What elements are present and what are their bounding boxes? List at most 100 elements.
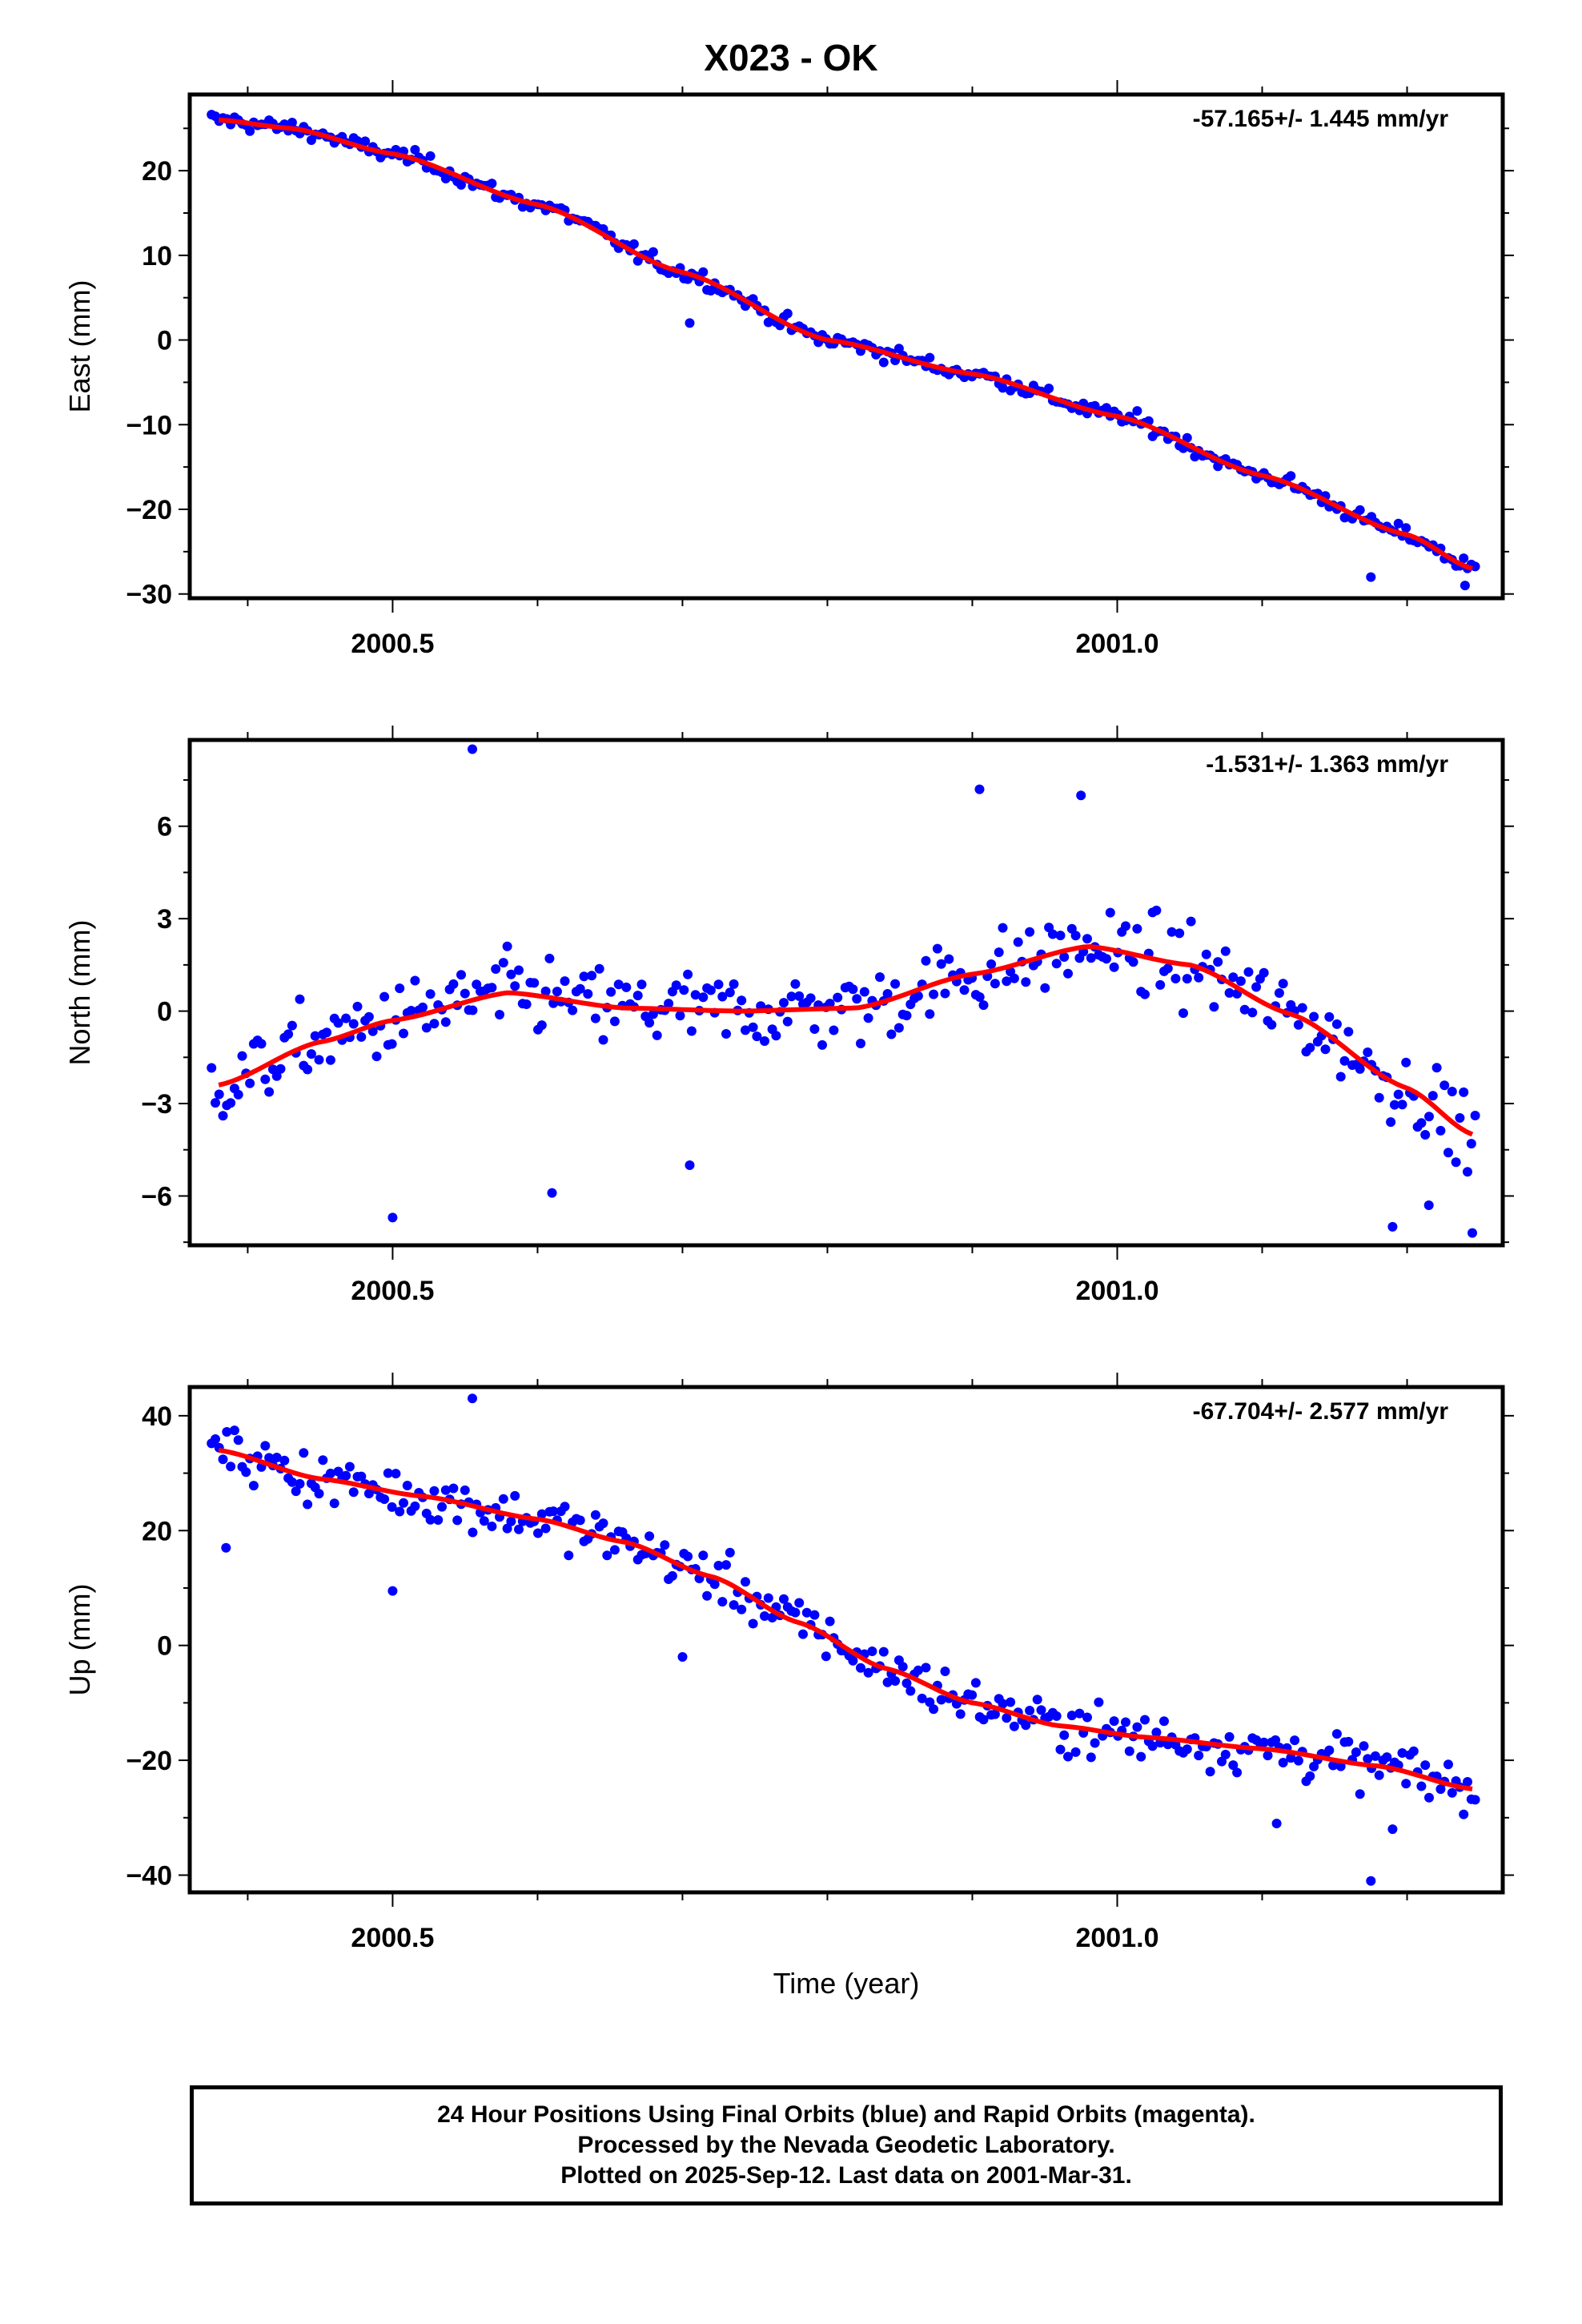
data-point (218, 1111, 228, 1121)
data-point (448, 979, 459, 989)
data-point (1420, 1760, 1431, 1771)
data-point (271, 1453, 282, 1462)
data-point (1132, 1722, 1142, 1732)
data-point (660, 1540, 670, 1550)
data-point (1070, 931, 1081, 941)
data-point (275, 1063, 286, 1074)
data-point (913, 1665, 923, 1675)
data-point (502, 941, 512, 951)
data-point (264, 1453, 275, 1463)
data-point (1025, 1706, 1035, 1715)
data-point (1460, 581, 1470, 591)
data-point (1263, 1751, 1273, 1761)
data-point (536, 1509, 547, 1519)
data-point (978, 1000, 989, 1011)
data-point (287, 1477, 297, 1487)
data-point (448, 1483, 459, 1494)
data-point (383, 1468, 393, 1478)
data-point (487, 179, 497, 189)
data-point (613, 979, 624, 990)
data-point (214, 1089, 224, 1100)
data-point (1251, 982, 1262, 992)
data-point (1274, 988, 1284, 998)
data-point (1470, 1795, 1480, 1805)
data-point (1297, 1003, 1307, 1013)
data-point (510, 981, 520, 991)
data-point (748, 1022, 758, 1032)
data-point (598, 1035, 608, 1045)
data-point (817, 1039, 827, 1050)
data-point (429, 1019, 440, 1029)
rate-annotation: -67.704+/- 2.577 mm/yr (1193, 1398, 1449, 1425)
y-axis-label: East (mm) (63, 280, 96, 413)
data-point (955, 1709, 966, 1719)
rate-annotation: -1.531+/- 1.363 mm/yr (1206, 751, 1448, 778)
data-point (867, 1647, 877, 1656)
y-tick-label: −40 (126, 1860, 172, 1891)
x-tick-label: 2001.0 (1075, 1276, 1158, 1306)
data-point (790, 1607, 801, 1618)
data-point (560, 976, 570, 987)
data-point (709, 1579, 720, 1590)
data-point (1055, 1744, 1066, 1755)
data-point (429, 1486, 440, 1496)
data-point (460, 988, 470, 999)
data-point (371, 1051, 382, 1062)
data-point (575, 983, 585, 994)
data-point (609, 1545, 620, 1555)
data-point (1423, 1200, 1434, 1210)
data-point (491, 964, 501, 974)
data-point (425, 989, 436, 999)
data-point (897, 1662, 908, 1672)
data-point (1194, 972, 1204, 983)
caption-line-2: Processed by the Nevada Geodetic Laborat… (577, 2132, 1115, 2158)
data-point (794, 991, 805, 1001)
data-point (1128, 957, 1138, 967)
x-tick-label: 2001.0 (1075, 629, 1158, 659)
data-point (1006, 1697, 1016, 1707)
data-point (717, 991, 728, 1002)
data-point (452, 1515, 463, 1526)
data-point (468, 1393, 477, 1404)
data-point (1205, 1767, 1215, 1777)
y-tick-label: 0 (157, 997, 172, 1027)
data-point (1247, 1007, 1258, 1018)
data-point (579, 971, 589, 982)
data-point (552, 987, 562, 997)
data-point (994, 947, 1004, 958)
data-point (1025, 927, 1035, 937)
data-point (536, 1020, 547, 1031)
data-point (702, 1590, 713, 1601)
data-point (1009, 973, 1019, 983)
data-point (1186, 916, 1196, 927)
data-point (1459, 1809, 1469, 1819)
data-point (1070, 1747, 1081, 1757)
data-point (399, 1028, 408, 1039)
data-point (729, 1600, 739, 1610)
data-point (1366, 1876, 1376, 1886)
caption-box: 24 Hour Positions Using Final Orbits (bl… (190, 2085, 1503, 2205)
data-point (886, 1029, 897, 1039)
data-point (1393, 1089, 1403, 1100)
data-points (207, 1393, 1480, 1886)
fit-curve (218, 1447, 1473, 1791)
data-point (547, 1188, 557, 1198)
data-point (314, 1055, 324, 1065)
fit-curve (218, 944, 1474, 1137)
data-point (344, 1462, 355, 1472)
data-point (752, 1031, 762, 1042)
data-point (583, 989, 593, 999)
data-point (322, 1027, 332, 1038)
data-point (878, 357, 889, 368)
data-point (1339, 1055, 1350, 1066)
data-point (1121, 921, 1130, 931)
data-point (848, 1655, 858, 1666)
data-point (1140, 989, 1150, 999)
data-point (279, 1455, 290, 1466)
data-point (1387, 1824, 1398, 1835)
data-point (568, 1005, 578, 1015)
data-point (1355, 1789, 1365, 1799)
data-point (970, 1678, 981, 1688)
data-point (221, 1542, 231, 1553)
data-point (1278, 979, 1288, 989)
